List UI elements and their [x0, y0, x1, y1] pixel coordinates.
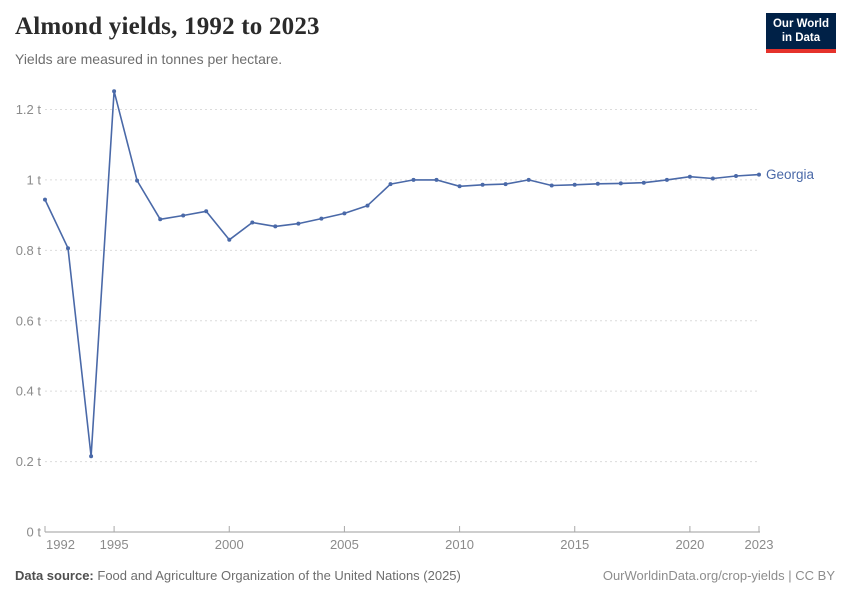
data-point-marker[interactable]	[664, 177, 669, 182]
data-point-marker[interactable]	[434, 177, 439, 182]
data-point-marker[interactable]	[66, 246, 70, 251]
data-point-marker[interactable]	[112, 89, 117, 94]
data-point-marker[interactable]	[181, 213, 186, 218]
owid-logo[interactable]: Our World in Data	[765, 13, 836, 53]
data-point-marker[interactable]	[687, 174, 692, 179]
data-point-marker[interactable]	[503, 182, 508, 187]
data-source-text: Food and Agriculture Organization of the…	[97, 568, 461, 583]
data-point-marker[interactable]	[158, 217, 163, 222]
x-tick-label: 2023	[745, 537, 774, 552]
data-point-marker[interactable]	[319, 216, 324, 221]
data-point-marker[interactable]	[388, 182, 393, 187]
data-point-marker[interactable]	[526, 177, 531, 182]
data-point-marker[interactable]	[757, 172, 761, 177]
data-point-marker[interactable]	[457, 184, 462, 189]
y-tick-label: 1 t	[27, 172, 42, 187]
x-tick-label: 2020	[675, 537, 704, 552]
data-point-marker[interactable]	[710, 176, 715, 181]
y-tick-label: 1.2 t	[16, 102, 42, 117]
y-tick-label: 0.4 t	[16, 384, 42, 399]
x-tick-label: 2015	[560, 537, 589, 552]
x-tick-label: 2005	[330, 537, 359, 552]
series-line[interactable]	[44, 90, 760, 458]
credit-link[interactable]: OurWorldinData.org/crop-yields | CC BY	[602, 568, 835, 583]
x-tick-label: 1995	[100, 537, 129, 552]
page-title: Almond yields, 1992 to 2023	[15, 13, 320, 40]
owid-logo-line2: in Data	[781, 32, 821, 45]
data-point-marker[interactable]	[365, 203, 370, 208]
data-point-marker[interactable]	[227, 237, 232, 242]
data-point-marker[interactable]	[480, 182, 485, 187]
almond-yields-line-chart[interactable]: 0 t 0.2 t 0.4 t 0.6 t 0.8 t 1 t 1.2 t 1992 1995 2…	[0, 80, 850, 560]
data-point-marker[interactable]	[135, 178, 140, 183]
data-point-marker[interactable]	[641, 180, 646, 185]
data-point-marker[interactable]	[572, 182, 577, 187]
x-tick-label: 1992	[46, 537, 75, 552]
data-point-marker[interactable]	[296, 221, 301, 226]
data-point-marker[interactable]	[43, 197, 47, 202]
data-point-marker[interactable]	[618, 181, 623, 186]
x-tick-label: 2010	[445, 537, 474, 552]
data-point-marker[interactable]	[89, 454, 94, 459]
data-source-label: Data source:	[15, 568, 94, 583]
data-source: Data source: Food and Agriculture Organi…	[15, 568, 461, 583]
y-tick-label: 0.8 t	[16, 243, 42, 258]
y-tick-label: 0.2 t	[16, 454, 42, 469]
data-point-marker[interactable]	[342, 211, 347, 216]
series-end-label[interactable]: Georgia	[766, 167, 815, 182]
data-point-marker[interactable]	[273, 224, 278, 229]
owid-logo-line1: Our World	[772, 18, 829, 30]
data-point-marker[interactable]	[549, 183, 554, 188]
y-tick-label: 0.6 t	[16, 313, 42, 328]
y-tick-label: 0 t	[27, 525, 42, 540]
chart-footer: Data source: Food and Agriculture Organi…	[15, 568, 835, 583]
chart-subtitle: Yields are measured in tonnes per hectar…	[15, 51, 283, 67]
data-point-marker[interactable]	[204, 209, 209, 214]
data-point-marker[interactable]	[411, 177, 416, 182]
data-point-marker[interactable]	[595, 181, 600, 186]
x-tick-label: 2000	[215, 537, 244, 552]
data-point-marker[interactable]	[250, 220, 255, 225]
data-point-marker[interactable]	[734, 174, 738, 178]
